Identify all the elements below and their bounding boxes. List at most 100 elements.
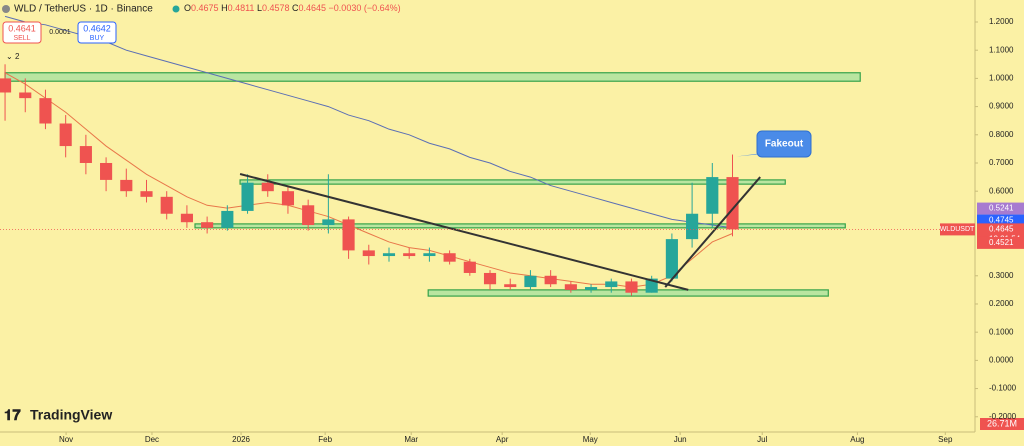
callout-box [756,130,812,158]
price-badge [977,236,1024,249]
candle-body [423,253,436,257]
candle-body [382,253,396,257]
candle-body [241,182,254,211]
price-badge-label: 0.4521 [989,238,1014,247]
candle-body [342,219,355,251]
y-tick-label: 0.7000 [989,158,1014,167]
y-tick-label: 0.1000 [989,327,1014,336]
ohlc-key: C [292,3,299,13]
y-tick-label: 0.6000 [989,186,1014,195]
candle-body [160,196,173,214]
candle-body [79,146,92,163]
candle-body [443,253,456,262]
x-tick-label: Feb [318,435,332,444]
candle-body [362,250,375,257]
candle-body [686,213,699,240]
plot: Fakeout [0,15,975,297]
support-zone [194,223,846,229]
x-tick-label: Apr [496,435,509,444]
candle-body [0,78,12,93]
candle-body [524,275,537,288]
candle-body [463,261,476,273]
y-tick-label: 0.9000 [989,102,1014,111]
ohlc-value: 0.4811 [228,3,255,13]
candle-body [706,177,719,214]
y-tick-label: 0.2000 [989,299,1014,308]
symbol-icon [2,5,10,13]
candle-body [100,162,113,180]
indicator-count: 2 [15,52,20,61]
candle-body [544,275,557,285]
x-tick-label: Dec [145,435,159,444]
candle-body [120,179,133,192]
candle-body [59,123,72,147]
buy-button[interactable] [77,21,117,44]
ohlc-key: O [184,3,191,13]
candle-body [726,177,739,230]
candle-body [201,222,214,228]
candle-body [483,272,497,285]
moving-average [4,15,733,229]
x-tick-label: Nov [59,435,73,444]
candle-body [605,281,618,288]
x-tick-label: Sep [938,435,953,444]
price-badge-label: 0.4745 [989,216,1014,225]
candle-body [261,182,274,192]
y-tick-label: 1.2000 [989,17,1014,26]
x-tick-label: Mar [404,435,418,444]
x-tick-label: Jun [674,435,687,444]
callout-text: Fakeout [765,139,804,150]
y-tick-label: 0.8000 [989,130,1014,139]
x-tick-label: May [583,435,598,444]
y-tick-label: 0.0000 [989,355,1014,364]
symbol-badge-label: WLDUSDT [940,226,975,233]
buy-price: 0.4642 [83,23,111,33]
y-tick-label: -0.2000 [989,412,1017,421]
ohlc-key: L [257,3,262,13]
candle-body [322,219,335,226]
logo-text: TradingView [30,407,112,423]
candle-body [281,191,295,206]
ohlc-value: 0.4578 [262,3,290,13]
candle-body [302,205,315,226]
ohlc-value: 0.4645 [299,3,327,13]
y-tick-label: 1.0000 [989,74,1014,83]
y-tick-label: 0.3000 [989,271,1014,280]
x-tick-label: Jul [757,435,767,444]
ohlc: O0.4675 H0.4811 L0.4578 C0.4645 −0.0030 … [184,3,401,13]
candle-body [180,213,193,223]
support-zone [4,72,861,82]
candle-body [19,92,32,99]
candle-body [140,191,153,197]
candle-body [504,284,517,288]
logo: 𝟏𝟕 TradingView [4,407,112,424]
change: −0.0030 (−0.64%) [329,3,401,13]
ohlc-value: 0.4675 [191,3,219,13]
candle-body [564,284,577,290]
sell-price: 0.4641 [8,23,36,33]
price-badge-label: 0.5241 [989,204,1014,213]
header: WLD / TetherUS · 1D · Binance O0.4675 H0… [2,3,401,61]
candle-body [221,210,234,228]
candle-body [39,98,52,124]
y-tick-label: -0.1000 [989,384,1017,393]
symbol: WLD / TetherUS · 1D · Binance [14,4,153,15]
indicator-toggle[interactable]: ⌄ [6,52,13,61]
sell-label: SELL [13,35,30,42]
volume-badge [980,418,1024,430]
candle-body [665,239,678,279]
candle-body [625,281,638,293]
spread: 0.0001 [49,29,71,36]
support-zone [239,179,786,185]
sell-button[interactable] [2,21,42,44]
price-badge-label: 0.4645 [989,225,1014,234]
y-tick-label: 1.1000 [989,45,1014,54]
trendline [664,176,761,288]
x-tick-label: Aug [850,435,864,444]
price-badge [977,202,1024,215]
candle-body [403,253,416,257]
ohlc-key: H [221,3,228,13]
x-tick-label: 2026 [232,435,250,444]
